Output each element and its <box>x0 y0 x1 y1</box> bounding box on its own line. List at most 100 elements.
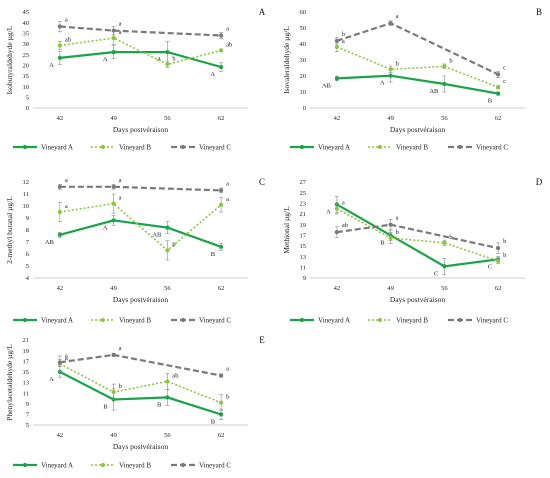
x-tick-label: 42 <box>334 285 341 292</box>
data-point <box>334 76 339 81</box>
series-vineyard-c: a a a <box>57 345 229 378</box>
significance-label: a <box>226 366 229 373</box>
x-tick-label: 56 <box>164 285 171 292</box>
significance-label: a <box>65 352 68 359</box>
x-tick-label: 56 <box>164 432 171 439</box>
significance-label: ab <box>172 372 178 379</box>
legend: Vineyard A Vineyard B Vineyard C <box>13 317 231 325</box>
y-tick-label: 60 <box>300 9 307 16</box>
x-axis-label: Days postvéraison <box>113 295 168 304</box>
data-point <box>57 209 62 215</box>
data-point <box>334 230 339 235</box>
legend-label: Vineyard A <box>41 144 73 152</box>
series-line <box>336 22 499 76</box>
significance-label: b <box>503 252 506 259</box>
y-tick-label: 11 <box>300 265 306 272</box>
series-line <box>59 185 222 192</box>
y-tick-label: 30 <box>23 41 30 48</box>
legend: Vineyard A Vineyard B Vineyard C <box>13 144 231 152</box>
series-line <box>59 370 222 416</box>
significance-label: b <box>119 383 122 390</box>
series-vineyard-c: bac <box>334 13 506 78</box>
y-tick-label: 17 <box>23 358 30 365</box>
data-point <box>219 188 224 193</box>
data-point <box>219 244 224 249</box>
significance-label: b <box>172 55 175 62</box>
significance-label: A <box>49 62 54 69</box>
x-tick-label: 62 <box>495 285 502 292</box>
panel-letter: C <box>259 177 265 187</box>
data-point <box>165 379 170 384</box>
significance-label: a <box>226 25 229 32</box>
y-tick-label: 35 <box>23 31 30 38</box>
legend-label: Vineyard B <box>119 144 151 152</box>
significance-label: a <box>119 195 122 202</box>
legend: Vineyard A Vineyard B Vineyard C <box>290 144 508 152</box>
y-tick-label: 9 <box>26 401 29 408</box>
panel-letter: B <box>536 7 542 17</box>
series-line <box>59 353 222 377</box>
data-point <box>111 50 116 55</box>
data-point <box>111 218 116 223</box>
legend-label: Vineyard B <box>119 317 151 325</box>
y-tick-label: 19 <box>300 222 307 229</box>
y-tick-label: 5 <box>26 263 29 270</box>
y-tick-label: 10 <box>23 203 30 210</box>
data-point <box>388 222 393 227</box>
legend-marker <box>457 144 463 150</box>
series-line <box>336 203 499 268</box>
data-point <box>496 246 501 251</box>
significance-label: B <box>103 404 108 411</box>
chart-panel-e: 5 7 9 11 13 15 17 19 21 42 49 56 62 Days postvéraison… <box>5 335 265 470</box>
series-line <box>59 25 222 37</box>
y-tick-label: 17 <box>300 233 307 240</box>
legend-label: Vineyard C <box>199 144 231 152</box>
significance-label: a <box>119 29 122 36</box>
chart-panel-a: 0 5 10 15 20 25 30 35 40 45 42 49 56 62 Days postvérai… <box>5 7 266 152</box>
legend: Vineyard A Vineyard B Vineyard C <box>290 317 508 325</box>
x-tick-label: 62 <box>218 115 225 122</box>
data-point <box>496 258 501 264</box>
x-axis-label: Days postvéraison <box>113 125 168 134</box>
data-point <box>442 64 447 69</box>
significance-label: a <box>65 177 68 184</box>
x-tick-label: 56 <box>164 115 171 122</box>
significance-label: B <box>211 251 216 258</box>
y-tick-label: 40 <box>300 41 307 48</box>
panel-letter: A <box>259 7 266 17</box>
x-tick-label: 56 <box>441 115 448 122</box>
y-tick-label: 20 <box>23 63 30 70</box>
significance-label: a <box>342 200 345 207</box>
legend-label: Vineyard B <box>396 317 428 325</box>
significance-label: B <box>380 239 385 246</box>
x-axis-label: Days postvéraison <box>113 442 168 451</box>
y-tick-label: 4 <box>26 275 30 282</box>
x-tick-label: 49 <box>110 115 117 122</box>
x-tick-label: 62 <box>218 432 225 439</box>
significance-label: a <box>65 203 68 210</box>
chart-panel-d: 9 11 13 15 17 19 21 23 25 27 42 49 56 62 Days postvéra… <box>282 177 543 325</box>
data-point <box>219 64 224 70</box>
legend-marker <box>180 462 186 468</box>
significance-label: AB <box>45 239 55 246</box>
y-tick-label: 50 <box>300 25 307 32</box>
legend-label: Vineyard A <box>318 317 350 325</box>
significance-label: A <box>380 80 385 87</box>
legend-label: Vineyard A <box>318 144 350 152</box>
data-point <box>496 85 501 90</box>
y-tick-label: 9 <box>26 215 29 222</box>
series-vineyard-a: AB A AB B <box>322 68 501 105</box>
series-vineyard-a: A B B B <box>49 366 224 425</box>
data-point <box>219 373 224 378</box>
y-tick-label: 13 <box>300 254 307 261</box>
y-axis-label: Isobutyraldehyde µg/L <box>5 25 14 94</box>
series-line <box>336 74 499 95</box>
significance-label: a <box>119 177 122 184</box>
x-tick-label: 49 <box>110 432 117 439</box>
series-line <box>336 207 499 262</box>
significance-label: C <box>488 263 492 270</box>
x-tick-label: 56 <box>441 285 448 292</box>
data-point <box>388 21 393 26</box>
y-tick-label: 11 <box>23 191 29 198</box>
